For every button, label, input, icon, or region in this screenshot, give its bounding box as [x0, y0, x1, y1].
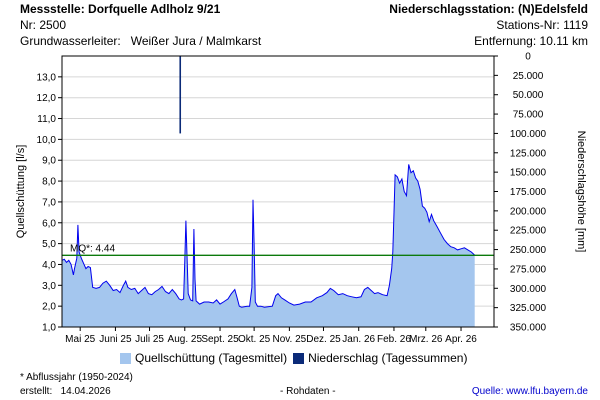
y2-tick-label: 275.000 — [510, 264, 547, 275]
y2-tick-label: 100.000 — [510, 129, 547, 140]
y-tick-label: 2,0 — [42, 302, 56, 313]
aquifer-info: Grundwasserleiter: Weißer Jura / Malmkar… — [20, 34, 261, 48]
footnote: * Abflussjahr (1950-2024) — [20, 372, 133, 383]
x-tick-label: Nov. 25 — [273, 334, 307, 345]
y-tick-label: 3,0 — [42, 281, 56, 292]
y-tick-label: 12,0 — [37, 93, 57, 104]
x-tick-label: Aug. 25 — [168, 334, 203, 345]
y2-tick-label: 300.000 — [510, 284, 547, 295]
discharge-line — [61, 164, 476, 308]
source-label: Quelle: — [471, 386, 504, 397]
x-tick-label: Mai 25 — [65, 334, 95, 345]
source-link[interactable]: www.lfu.bayern.de — [506, 386, 588, 397]
rawdata-note: - Rohdaten - — [280, 386, 336, 397]
y-tick-label: 1,0 — [42, 323, 56, 334]
y2-tick-label: 175.000 — [510, 187, 547, 198]
x-tick-label: Juli 25 — [135, 334, 164, 345]
x-tick-label: Sept. 25 — [201, 334, 239, 345]
discharge-chart: MQ*: 4.44 1,0 2,0 3,0 4,0 5,0 6,0 7,0 8,0 9,0 10,… — [15, 52, 587, 346]
y2-tick-label: 150.000 — [510, 168, 547, 179]
x-tick-label: Okt. 25 — [238, 334, 271, 345]
mq-label: MQ*: 4.44 — [70, 243, 115, 254]
y2-tick-label: 25.000 — [513, 71, 544, 82]
created-date: 14.04.2026 — [60, 386, 111, 397]
y-tick-label: 13,0 — [37, 72, 57, 83]
precip-station-number: Stations-Nr: 1119 — [496, 18, 588, 32]
y-tick-label: 11,0 — [37, 114, 56, 125]
x-tick-label: Jan. 26 — [342, 334, 375, 345]
precip-layer — [179, 56, 182, 134]
y2-tick-label: 350.000 — [510, 323, 547, 334]
y2-tick-label: 325.000 — [510, 303, 547, 314]
created-label: erstellt: — [20, 386, 53, 397]
created-info: erstellt: 14.04.2026 — [20, 386, 111, 397]
y-tick-label: 7,0 — [42, 197, 56, 208]
y-tick-label: 4,0 — [42, 260, 56, 271]
y-tick-label: 5,0 — [42, 239, 56, 250]
y2-tick-label: 75.000 — [513, 110, 544, 121]
y-axis-title: Quellschüttung [l/s] — [15, 145, 27, 239]
y-axis-right: 0 25.000 50.000 75.000 100.000 125.000 150.000… — [494, 52, 547, 334]
legend: Quellschüttung (Tagesmittel) Niederschla… — [120, 351, 467, 365]
legend-swatch-precip — [293, 352, 305, 364]
x-axis: Mai 25 Juni 25 Juli 25 Aug. 25 Sept. 25 Okt. … — [65, 327, 477, 345]
precip-station-title: Niederschlagsstation: (N)Edelsfeld — [389, 2, 588, 16]
legend-label-discharge: Quellschüttung (Tagesmittel) — [135, 351, 288, 365]
x-tick-label: Juni 25 — [99, 334, 132, 345]
y-tick-label: 9,0 — [42, 156, 56, 167]
x-tick-label: Feb. 26 — [377, 334, 411, 345]
y2-tick-label: 50.000 — [513, 90, 544, 101]
precip-bar — [179, 56, 182, 134]
y-tick-label: 6,0 — [42, 218, 56, 229]
station-title: Messstelle: Dorfquelle Adlholz 9/21 — [20, 2, 221, 16]
y2-tick-label: 200.000 — [510, 206, 547, 217]
x-tick-label: Apr. 26 — [445, 334, 477, 345]
y2-tick-label: 250.000 — [510, 245, 547, 256]
x-tick-label: Dez. 25 — [306, 334, 341, 345]
discharge-area — [62, 164, 475, 327]
aquifer-value: Weißer Jura / Malmkarst — [130, 34, 262, 48]
y-tick-label: 10,0 — [37, 135, 57, 146]
y2-tick-label: 125.000 — [510, 148, 547, 159]
y-axis-left: 1,0 2,0 3,0 4,0 5,0 6,0 7,0 8,0 9,0 10,0 11,0 12,0 1… — [37, 72, 62, 334]
x-tick-label: Mrz. 26 — [409, 334, 443, 345]
y2-tick-label: 225.000 — [510, 226, 547, 237]
y2-axis-title: Niederschlagshöhe [mm] — [575, 131, 587, 253]
source-info: Quelle: www.lfu.bayern.de — [472, 386, 588, 397]
precip-station-distance: Entfernung: 10.11 km — [474, 34, 588, 48]
legend-label-precip: Niederschlag (Tagessummen) — [308, 351, 468, 365]
station-number: Nr: 2500 — [20, 18, 67, 32]
legend-swatch-discharge — [120, 352, 131, 364]
aquifer-label: Grundwasserleiter: — [20, 34, 121, 48]
y2-tick-label: 0 — [525, 52, 531, 63]
y-tick-label: 8,0 — [42, 177, 56, 188]
